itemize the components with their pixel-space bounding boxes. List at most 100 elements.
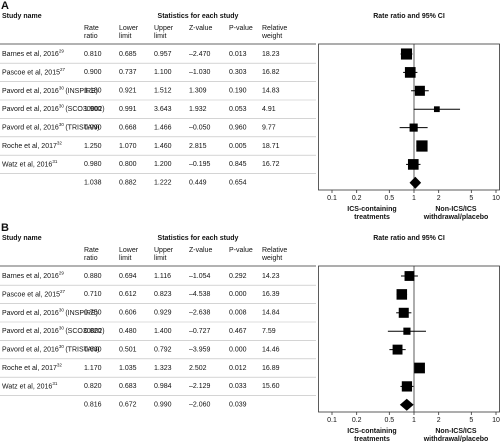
cell-lower: 0.606	[119, 310, 137, 317]
effect-square	[398, 307, 409, 318]
study-ref: 31	[52, 381, 58, 386]
cell-z: –1.054	[189, 273, 211, 280]
cell-lower: 0.668	[119, 124, 137, 131]
cell-weight: 14.83	[262, 88, 280, 95]
x-tick-label: 1	[412, 417, 416, 424]
study-ref: 27	[60, 67, 66, 72]
cell-lower: 0.991	[119, 106, 137, 113]
cell-p: 0.845	[229, 161, 247, 168]
x-tick-label: 2	[437, 195, 441, 202]
cell-lower: 0.612	[119, 291, 137, 298]
cell-weight: 4.91	[262, 106, 276, 113]
cell-z: –4.538	[189, 291, 211, 298]
cell-rate-ratio: 0.710	[84, 291, 102, 298]
cell-upper: 1.200	[154, 161, 172, 168]
cell-p: 0.039	[229, 402, 247, 409]
column-header: Z-value	[189, 25, 212, 32]
x-tick-label: 10	[492, 417, 500, 424]
effect-square	[414, 85, 425, 96]
study-ref: 29	[59, 49, 65, 54]
x-tick-label: 0.1	[327, 195, 337, 202]
cell-z: 2.502	[189, 365, 207, 372]
cell-upper: 1.100	[154, 69, 172, 76]
column-header: Lower	[119, 247, 139, 254]
cell-p: 0.012	[229, 365, 247, 372]
study-name: Barnes et al, 201629	[2, 49, 64, 58]
column-header: limit	[119, 33, 131, 40]
cell-p: 0.008	[229, 310, 247, 317]
column-header: Lower	[119, 25, 139, 32]
column-header: Rate	[84, 247, 99, 254]
cell-z: –3.959	[189, 346, 211, 353]
study-ref: 30	[59, 85, 65, 90]
x-tick-label: 0.2	[352, 417, 362, 424]
x-label-right: withdrawal/placebo	[423, 214, 489, 221]
cell-rate-ratio: 0.630	[84, 346, 102, 353]
effect-square	[416, 140, 428, 152]
cell-p: 0.033	[229, 383, 247, 390]
study-name: Watz et al, 201631	[2, 159, 58, 168]
cell-p: 0.000	[229, 346, 247, 353]
x-tick-label: 5	[469, 417, 473, 424]
study-suffix: (INSPIRE)	[65, 88, 98, 95]
cell-rate-ratio: 0.980	[84, 161, 102, 168]
cell-upper: 0.929	[154, 310, 172, 317]
effect-square	[414, 362, 425, 374]
plot-header: Rate ratio and 95% CI	[373, 235, 445, 242]
column-header: weight	[261, 33, 282, 40]
cell-rate-ratio: 0.816	[84, 402, 102, 409]
column-header: Upper	[154, 247, 174, 254]
study-name: Pavord et al, 201630 (SCO30002)	[2, 104, 105, 113]
effect-square	[409, 123, 418, 132]
cell-weight: 9.77	[262, 124, 276, 131]
x-tick-label: 5	[469, 195, 473, 202]
study-label: Watz et al, 2016	[2, 383, 52, 390]
cell-weight: 16.39	[262, 291, 280, 298]
summary-diamond	[399, 398, 414, 411]
cell-z: –0.195	[189, 161, 211, 168]
study-name: Pavord et al, 201630 (INSPIRE)	[2, 85, 98, 94]
x-label-right: Non-ICS/ICS	[435, 206, 477, 213]
cell-weight: 16.82	[262, 69, 280, 76]
study-label: Pavord et al, 2016	[2, 328, 59, 335]
cell-p: 0.292	[229, 273, 247, 280]
study-ref: 31	[52, 159, 58, 164]
cell-p: 0.000	[229, 291, 247, 298]
study-name: Pavord et al, 201630 (SCO30002)	[2, 326, 105, 335]
cell-upper: 0.823	[154, 291, 172, 298]
cell-weight: 14.84	[262, 310, 280, 317]
cell-p: 0.013	[229, 51, 247, 58]
study-label: Pavord et al, 2016	[2, 106, 59, 113]
cell-rate-ratio: 0.880	[84, 273, 102, 280]
cell-upper: 0.957	[154, 51, 172, 58]
x-label-left: ICS-containing	[347, 206, 396, 213]
study-suffix: (TRISTAN)	[65, 124, 99, 131]
cell-lower: 0.800	[119, 161, 137, 168]
cell-z: –0.727	[189, 328, 211, 335]
cell-z: 0.449	[189, 180, 207, 187]
study-ref: 32	[57, 141, 63, 146]
cell-rate-ratio: 0.820	[84, 383, 102, 390]
cell-p: 0.053	[229, 106, 247, 113]
cell-upper: 0.990	[154, 402, 172, 409]
cell-rate-ratio: 0.900	[84, 69, 102, 76]
x-tick-label: 0.1	[327, 417, 337, 424]
cell-upper: 1.222	[154, 180, 172, 187]
column-header: limit	[119, 255, 131, 262]
study-header: Study name	[2, 13, 42, 20]
cell-p: 0.303	[229, 69, 247, 76]
study-suffix: (SCO30002)	[65, 328, 104, 335]
x-label-left: treatments	[354, 214, 390, 221]
cell-z: –0.050	[189, 124, 211, 131]
study-ref: 30	[59, 307, 65, 312]
cell-lower: 0.480	[119, 328, 137, 335]
column-header: Relative	[262, 25, 287, 32]
cell-weight: 7.59	[262, 328, 276, 335]
cell-lower: 0.683	[119, 383, 137, 390]
study-name: Barnes et al, 201629	[2, 271, 64, 280]
column-header: limit	[154, 33, 166, 40]
study-ref: 27	[60, 289, 66, 294]
cell-upper: 1.512	[154, 88, 172, 95]
effect-square	[433, 106, 440, 113]
cell-lower: 0.921	[119, 88, 137, 95]
